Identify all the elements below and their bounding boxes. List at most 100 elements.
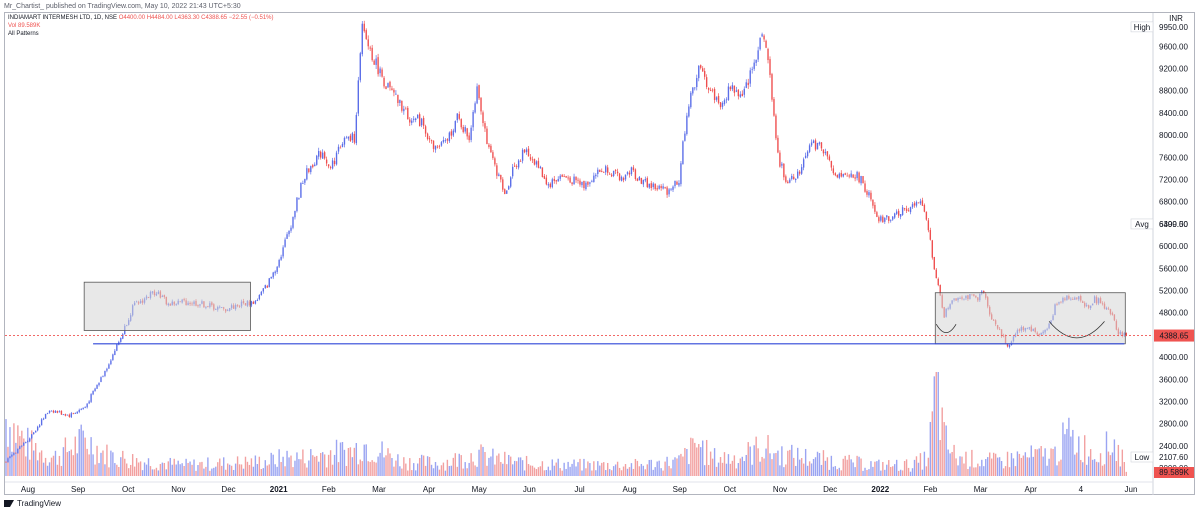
volume-bar	[741, 456, 743, 476]
candle-body	[482, 112, 484, 124]
volume-bar	[375, 462, 377, 476]
x-tick-label: 4	[1079, 485, 1084, 494]
candle-body	[654, 183, 656, 190]
volume-bar	[331, 464, 334, 476]
volume-bar	[971, 449, 973, 476]
volume-bar	[205, 466, 207, 476]
volume-bar	[488, 457, 490, 476]
candle-body	[478, 85, 480, 99]
candle-body	[634, 169, 637, 179]
volume-bar	[628, 467, 631, 476]
candle-body	[442, 140, 445, 143]
candle-body	[343, 137, 346, 145]
candle-body	[80, 409, 82, 410]
candle-body	[94, 388, 96, 392]
candle-body	[254, 300, 257, 304]
volume-bar	[521, 460, 524, 476]
candle-body	[375, 58, 377, 65]
volume-bar	[357, 464, 359, 476]
volume-bar	[610, 470, 613, 476]
candle-body	[872, 199, 874, 206]
volume-bar	[187, 462, 189, 476]
candle-body	[86, 403, 88, 408]
volume-bar	[98, 463, 100, 476]
volume-bar	[504, 451, 506, 476]
candle-body	[795, 178, 797, 181]
candle-body	[292, 216, 294, 228]
candle-body	[612, 170, 615, 176]
candle-body	[498, 174, 500, 177]
volume-bar	[151, 469, 154, 476]
candle-body	[418, 114, 421, 127]
volume-bar	[466, 468, 468, 476]
y-tick-label: 5200.00	[1159, 287, 1188, 296]
candle-body	[650, 183, 652, 188]
candle-body	[844, 173, 846, 175]
volume-bar	[316, 455, 318, 476]
volume-bar	[343, 449, 346, 476]
volume-bar	[705, 439, 708, 476]
candle-body	[504, 189, 506, 194]
candle-body	[345, 137, 348, 139]
candle-body	[664, 187, 666, 188]
candle-body	[806, 151, 809, 157]
indicator-label[interactable]: All Patterns	[8, 31, 39, 37]
candle-body	[696, 78, 698, 88]
candle-body	[100, 377, 102, 383]
volume-bar	[110, 450, 112, 476]
high-badge	[1130, 21, 1154, 33]
volume-bar	[426, 456, 429, 476]
volume-bar	[424, 465, 427, 476]
candle-body	[715, 97, 718, 100]
volume-bar	[351, 457, 354, 476]
x-tick-label: Nov	[773, 485, 787, 494]
candle-body	[480, 97, 482, 112]
volume-bar	[791, 444, 793, 476]
volume-bar	[947, 449, 949, 476]
candle-body	[351, 133, 354, 141]
volume-bar	[529, 465, 532, 476]
candle-body	[381, 69, 383, 77]
x-tick-label: Mar	[974, 485, 988, 494]
candle-body	[628, 172, 631, 175]
volume-bar	[94, 464, 96, 476]
volume-bar	[765, 448, 767, 476]
volume-bar	[155, 467, 158, 476]
candle-body	[458, 114, 460, 119]
volume-bar	[963, 463, 965, 476]
volume-bar	[31, 430, 33, 476]
candle-body	[553, 178, 555, 181]
volume-bar	[329, 450, 332, 476]
volume-bar	[106, 444, 108, 476]
volume-bar	[1064, 434, 1066, 476]
candle-body	[656, 188, 658, 190]
candle-body	[60, 410, 63, 415]
volume-bar	[715, 466, 718, 476]
volume-bar	[816, 451, 819, 476]
candle-body	[836, 175, 838, 178]
candle-body	[608, 173, 611, 175]
candle-body	[698, 65, 700, 79]
volume-bar	[70, 449, 72, 476]
candle-body	[430, 140, 433, 142]
volume-bar	[1010, 453, 1013, 476]
candle-body	[383, 77, 385, 87]
volume-bar	[1026, 457, 1029, 476]
volume-bar	[1086, 464, 1088, 476]
volume-bar	[965, 451, 967, 476]
candle-body	[652, 183, 654, 188]
symbol-label[interactable]: INDIAMART INTERMESH LTD, 1D, NSE	[8, 15, 118, 21]
candle-body	[856, 171, 858, 179]
x-tick-label: May	[472, 485, 487, 494]
volume-bar	[822, 450, 825, 476]
volume-bar	[759, 461, 761, 476]
volume-bar	[353, 447, 356, 476]
candle-body	[361, 23, 363, 55]
volume-bar	[124, 458, 126, 476]
candle-body	[686, 115, 688, 135]
volume-bar	[490, 456, 492, 476]
volume-bar	[314, 456, 316, 476]
volume-bar	[977, 463, 979, 476]
candle-body	[545, 177, 548, 185]
